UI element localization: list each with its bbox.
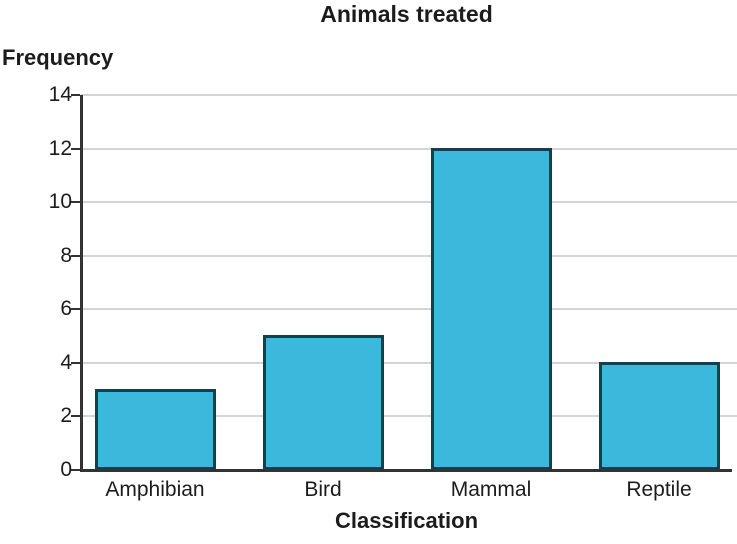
y-tick-mark-6 bbox=[71, 308, 80, 311]
y-tick-mark-4 bbox=[71, 361, 80, 364]
y-axis-line bbox=[80, 95, 83, 471]
y-tick-label-2: 2 bbox=[60, 404, 72, 428]
y-tick-mark-8 bbox=[71, 254, 80, 257]
y-tick-label-6: 6 bbox=[60, 297, 72, 321]
gridline-y10 bbox=[81, 201, 737, 204]
gridline-y4 bbox=[81, 361, 737, 364]
y-axis-label: Frequency bbox=[2, 45, 114, 70]
gridline-y12 bbox=[81, 147, 737, 150]
plot-area bbox=[71, 94, 737, 472]
gridline-y14 bbox=[81, 94, 737, 96]
y-tick-mark-2 bbox=[71, 415, 80, 418]
x-axis-line bbox=[80, 469, 732, 472]
y-tick-label-0: 0 bbox=[60, 458, 72, 481]
gridline-y2 bbox=[81, 415, 737, 418]
y-tick-mark-14 bbox=[71, 94, 80, 96]
x-category-label-mammal: Mammal bbox=[450, 478, 532, 501]
y-tick-label-10: 10 bbox=[48, 190, 72, 214]
x-category-label-reptile: Reptile bbox=[626, 478, 692, 501]
y-tick-mark-12 bbox=[71, 147, 80, 150]
y-tick-label-14: 14 bbox=[48, 83, 72, 106]
gridline-y8 bbox=[81, 254, 737, 257]
x-category-label-amphibian: Amphibian bbox=[105, 478, 205, 501]
chart-title: Animals treated bbox=[320, 1, 493, 27]
y-tick-label-12: 12 bbox=[48, 136, 72, 160]
gridline-y6 bbox=[81, 308, 737, 311]
bar-bird bbox=[262, 335, 384, 470]
bar-amphibian bbox=[94, 388, 216, 470]
x-category-label-bird: Bird bbox=[304, 478, 342, 501]
bar-reptile bbox=[598, 361, 720, 470]
y-tick-mark-0 bbox=[71, 469, 80, 471]
x-axis-label: Classification bbox=[334, 508, 479, 533]
bar-mammal bbox=[430, 147, 552, 470]
y-tick-label-4: 4 bbox=[60, 350, 72, 374]
y-tick-label-8: 8 bbox=[60, 243, 72, 267]
y-tick-mark-10 bbox=[71, 201, 80, 204]
